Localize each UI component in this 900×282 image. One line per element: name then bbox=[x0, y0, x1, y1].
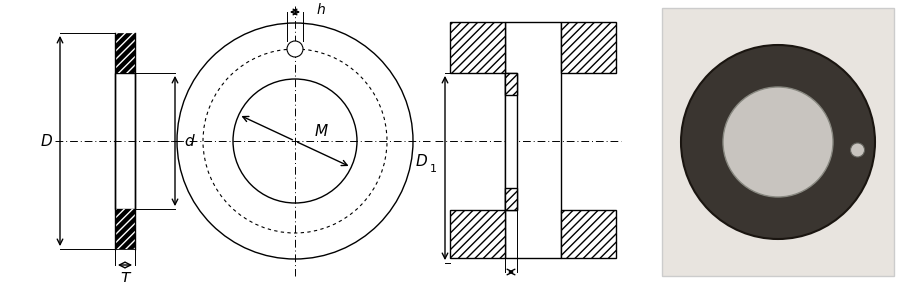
Bar bbox=[561, 22, 616, 73]
Text: h: h bbox=[317, 3, 326, 17]
Bar bbox=[115, 33, 135, 73]
Text: 1: 1 bbox=[430, 164, 437, 174]
Bar bbox=[662, 8, 894, 276]
Text: M: M bbox=[315, 124, 328, 138]
Bar bbox=[115, 209, 135, 249]
Bar bbox=[505, 188, 517, 210]
Bar bbox=[561, 210, 616, 258]
Text: T: T bbox=[121, 272, 130, 282]
Bar bbox=[505, 22, 561, 258]
Bar bbox=[450, 22, 505, 73]
Text: D: D bbox=[415, 153, 427, 169]
Bar bbox=[450, 210, 505, 258]
Bar bbox=[115, 33, 135, 73]
Bar bbox=[505, 73, 517, 95]
Text: D: D bbox=[40, 133, 52, 149]
Text: d: d bbox=[184, 133, 194, 149]
Circle shape bbox=[681, 45, 875, 239]
Circle shape bbox=[850, 143, 865, 157]
Bar bbox=[505, 73, 517, 210]
Circle shape bbox=[723, 87, 833, 197]
Circle shape bbox=[287, 41, 303, 57]
Bar bbox=[115, 73, 135, 209]
Bar bbox=[115, 209, 135, 249]
